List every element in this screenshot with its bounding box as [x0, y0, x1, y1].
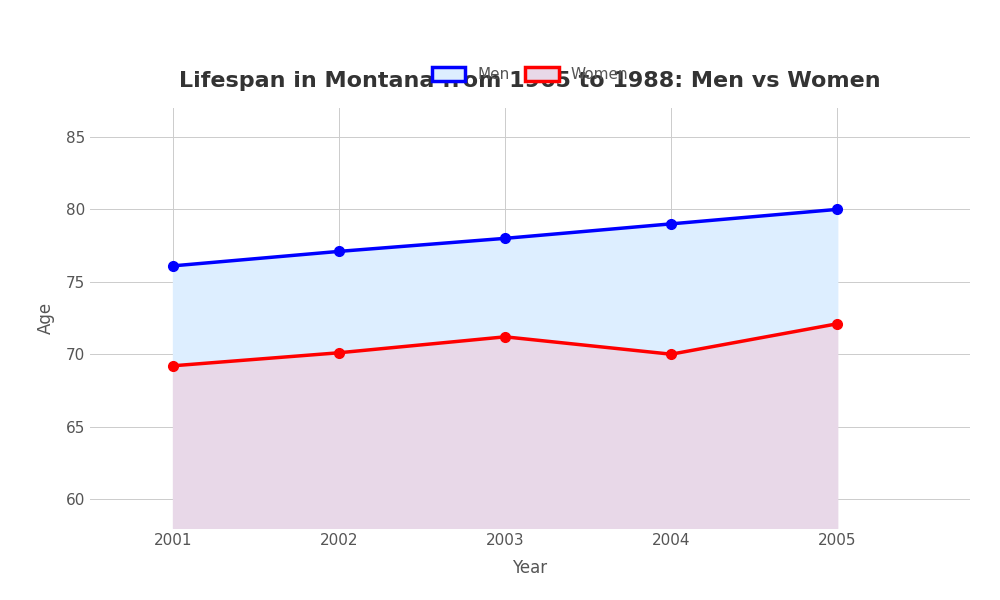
Legend: Men, Women: Men, Women — [425, 61, 635, 88]
Y-axis label: Age: Age — [37, 302, 55, 334]
Title: Lifespan in Montana from 1965 to 1988: Men vs Women: Lifespan in Montana from 1965 to 1988: M… — [179, 71, 881, 91]
X-axis label: Year: Year — [512, 559, 548, 577]
